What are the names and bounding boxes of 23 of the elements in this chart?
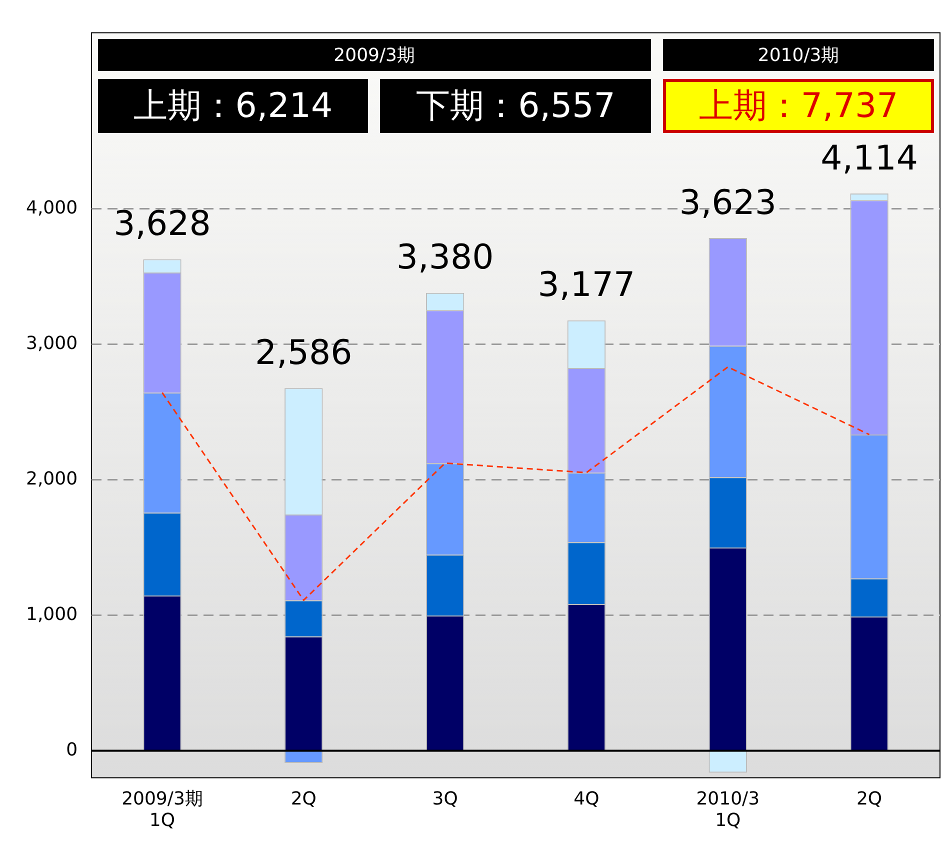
label-box: 下期：6,557 [380, 78, 652, 133]
y-tick-label: 2,000 [26, 468, 78, 490]
y-tick-label: 4,000 [26, 198, 78, 219]
total-label: 3,380 [396, 238, 494, 278]
x-tick-label: 3Q [432, 788, 458, 810]
total-label: 3,628 [114, 204, 211, 244]
y-tick-label: 3,000 [26, 333, 78, 354]
y-tick-label: 0 [66, 739, 78, 760]
highlighted-label-box: 上期：7,737 [663, 78, 934, 133]
label-box: 2010/3期 [663, 38, 934, 71]
x-tick-label: 2Q [856, 788, 882, 810]
total-label: 3,623 [679, 182, 777, 223]
label-box: 上期：6,214 [98, 78, 368, 133]
line-series [161, 366, 870, 601]
x-tick-label: 2010/3 1Q [696, 788, 760, 831]
total-label: 3,177 [538, 265, 636, 306]
x-tick-label: 4Q [574, 788, 600, 810]
x-tick-label: 2Q [290, 788, 316, 810]
x-tick-label: 2009/3期 1Q [122, 788, 203, 831]
total-label: 2,586 [254, 332, 352, 373]
total-label: 4,114 [820, 138, 918, 178]
y-tick-label: 1,000 [26, 604, 78, 625]
label-box: 2009/3期 [98, 38, 652, 71]
